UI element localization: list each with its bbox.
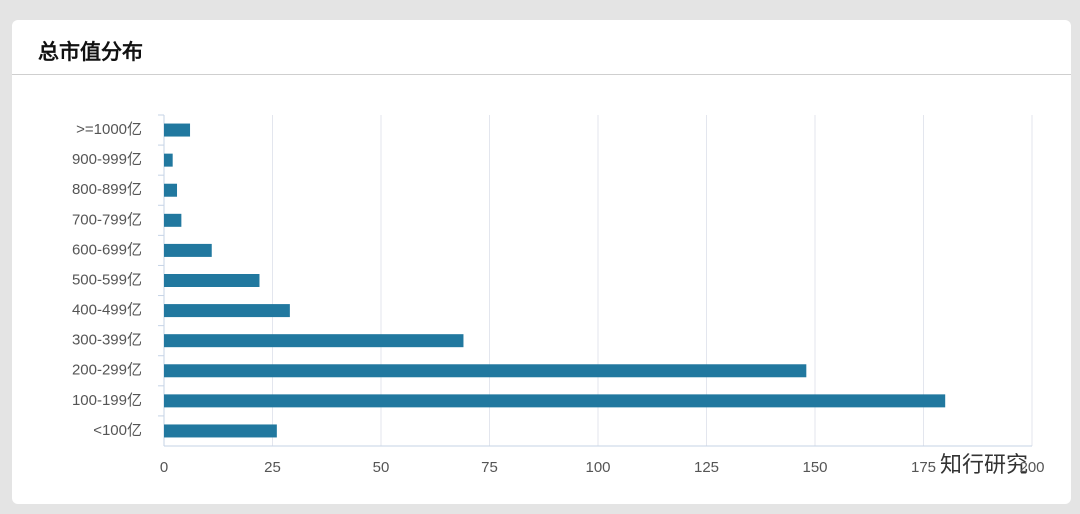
- bar: [164, 424, 277, 438]
- bar: [164, 123, 191, 137]
- y-tick-label: >=1000亿: [76, 121, 142, 138]
- y-tick-label: 900-999亿: [72, 151, 142, 168]
- bar: [164, 274, 260, 287]
- x-tick-label: 75: [481, 459, 498, 476]
- bar: [164, 183, 178, 197]
- y-tick-label: 600-699亿: [72, 241, 142, 258]
- separator: [12, 74, 1071, 75]
- y-tick-label: 200-299亿: [72, 362, 142, 379]
- bar: [164, 364, 807, 378]
- bar: [164, 334, 464, 348]
- y-tick-label: <100亿: [93, 422, 142, 439]
- y-tick-label: 700-799亿: [72, 211, 142, 228]
- x-tick-label: 175: [911, 459, 936, 476]
- x-tick-label: 25: [264, 459, 281, 476]
- bar: [164, 304, 290, 318]
- bar: [164, 394, 946, 408]
- y-tick-label: 300-399亿: [72, 332, 142, 349]
- bar: [164, 213, 182, 227]
- watermark: 知行研究: [940, 452, 1028, 477]
- y-tick-label: 500-599亿: [72, 271, 142, 288]
- y-tick-label: 100-199亿: [72, 392, 142, 409]
- card-title: 总市值分布: [38, 41, 143, 64]
- y-tick-label: 800-899亿: [72, 181, 142, 198]
- x-tick-label: 150: [802, 459, 827, 476]
- card: 总市值分布: [12, 20, 1071, 504]
- bar: [164, 243, 212, 257]
- x-tick-label: 100: [585, 459, 610, 476]
- x-tick-label: 50: [373, 459, 390, 476]
- x-tick-label: 0: [160, 459, 168, 476]
- bar: [164, 153, 173, 167]
- y-tick-label: 400-499亿: [72, 302, 142, 319]
- x-tick-label: 200: [1019, 459, 1044, 476]
- x-tick-label: 125: [694, 459, 719, 476]
